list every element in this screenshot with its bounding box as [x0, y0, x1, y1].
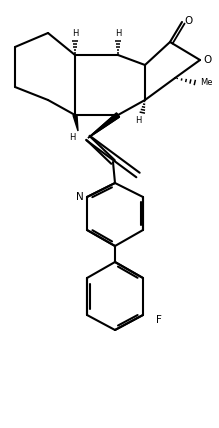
Text: N: N: [76, 192, 84, 202]
Text: Me: Me: [200, 77, 212, 86]
Text: H: H: [69, 133, 75, 142]
Polygon shape: [88, 113, 120, 138]
Polygon shape: [88, 113, 120, 138]
Text: O: O: [184, 16, 192, 26]
Polygon shape: [73, 115, 78, 131]
Text: F: F: [156, 315, 162, 325]
Text: H: H: [136, 116, 142, 125]
Text: H: H: [115, 29, 121, 38]
Text: O: O: [203, 55, 211, 65]
Text: H: H: [72, 29, 78, 38]
